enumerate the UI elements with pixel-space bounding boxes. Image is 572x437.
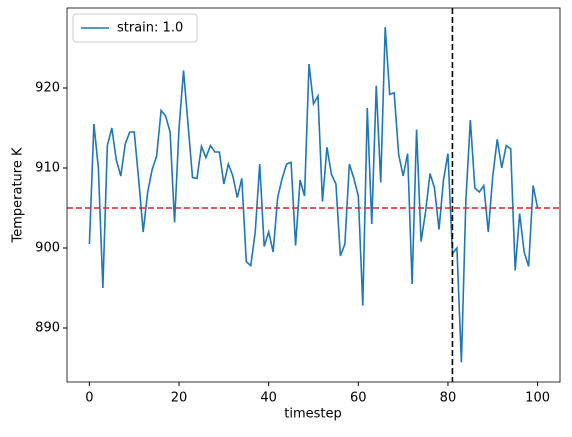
x-tick-label: 0 (85, 391, 93, 406)
x-tick-label: 80 (440, 391, 457, 406)
y-axis-label: Temperature K (11, 147, 26, 243)
line (88, 27, 539, 363)
legend-box (72, 13, 198, 43)
x-tick-label: 60 (350, 391, 367, 406)
y-tick-label: 910 (35, 161, 60, 176)
x-tick-label: 40 (260, 391, 277, 406)
y-tick-label: 890 (35, 321, 60, 336)
x-tick-label: 100 (525, 391, 550, 406)
x-tick-label: 20 (171, 391, 188, 406)
x-axis-label: timestep (284, 407, 342, 422)
y-tick-label: 900 (35, 241, 60, 256)
legend-label: strain: 1.0 (117, 21, 183, 36)
plot-frame (66, 7, 561, 383)
y-tick-label: 920 (35, 81, 60, 96)
